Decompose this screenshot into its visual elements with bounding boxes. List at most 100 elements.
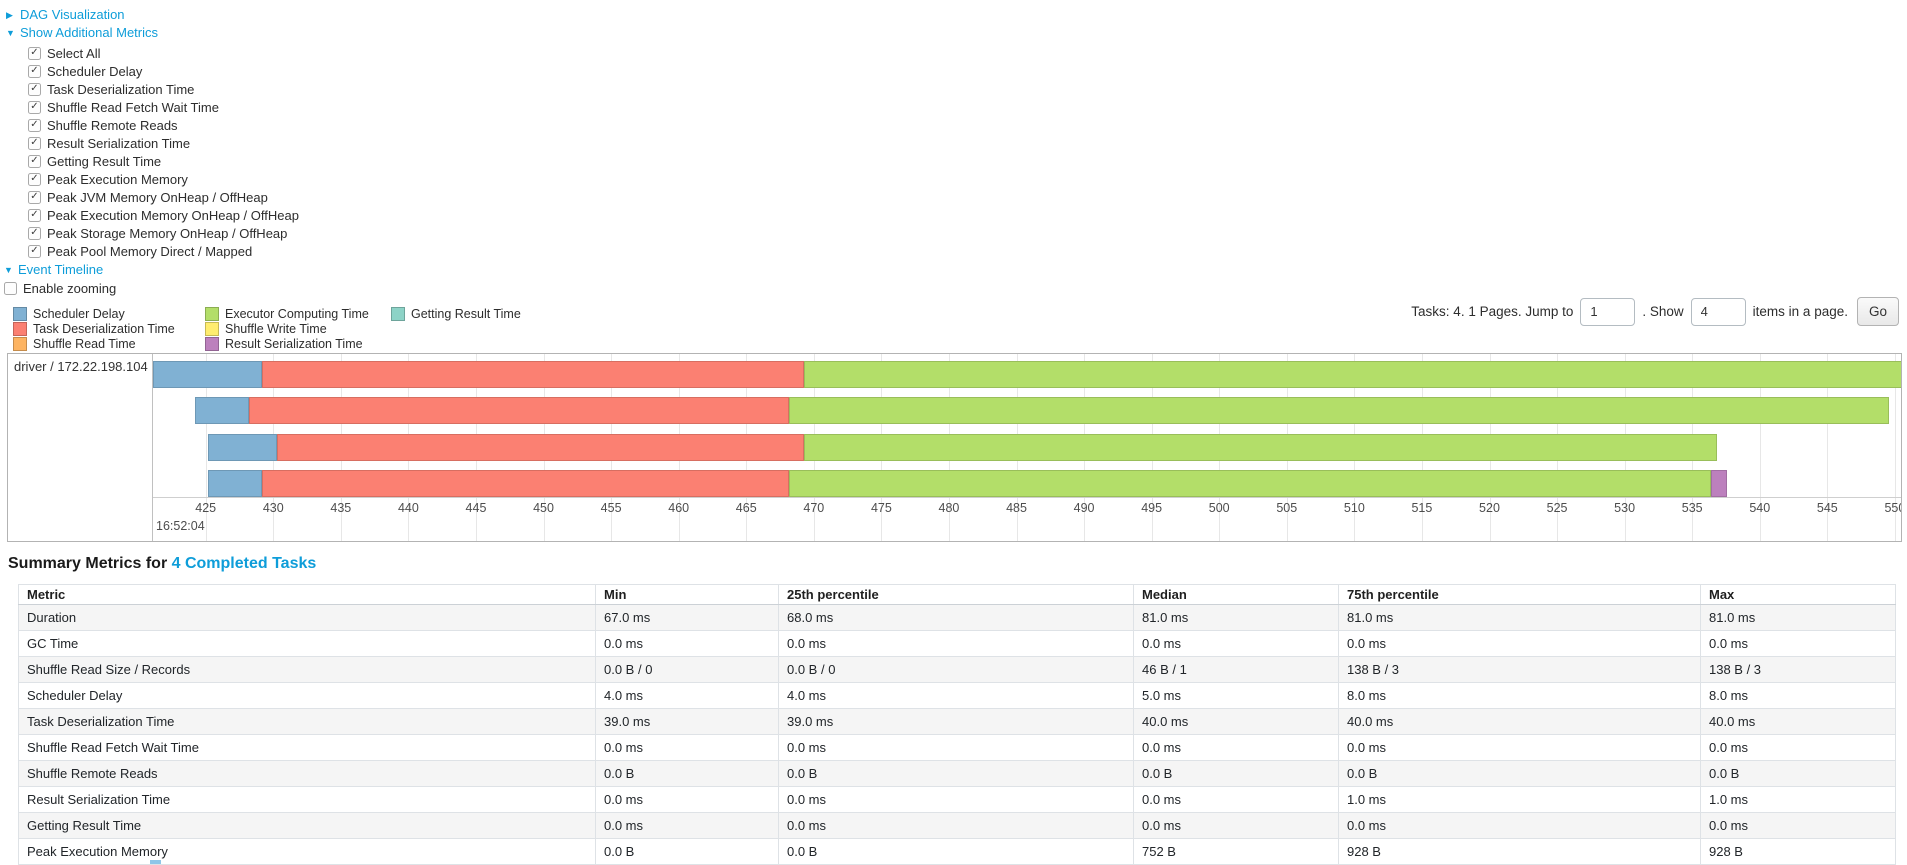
axis-tick-label: 470 [803,501,825,515]
task-deserialization-segment[interactable] [262,361,805,388]
metric-option-row[interactable]: ✓ Peak Pool Memory Direct / Mapped [28,242,1907,260]
dag-visualization-label: DAG Visualization [20,7,125,22]
axis-start-time-label: 16:52:04 [156,519,205,533]
legend-column: Executor Computing Time Shuffle Write Tim… [205,306,391,351]
show-additional-metrics-toggle[interactable]: ▼ Show Additional Metrics [6,25,1907,40]
legend-item: Result Serialization Time [205,336,391,351]
show-additional-metrics-label: Show Additional Metrics [20,25,159,40]
task-deserialization-segment[interactable] [248,397,790,425]
scheduler-delay-segment[interactable] [194,397,249,425]
timeline-group-column: driver / 172.22.198.104 [8,354,153,541]
metric-option-label: Result Serialization Time [47,135,191,151]
metric-value-cell: 0.0 B [1133,760,1339,787]
metric-checkbox[interactable]: ✓ [28,190,41,204]
axis-tick-label: 500 [1208,501,1230,515]
axis-tick-label: 495 [1141,501,1163,515]
task-deserialization-segment[interactable] [262,469,790,497]
enable-zooming-option[interactable]: Enable zooming [4,280,1907,296]
metric-name-cell: Task Deserialization Time [18,708,596,735]
metric-option-row[interactable]: ✓ Shuffle Read Fetch Wait Time [28,98,1907,116]
axis-tick-label: 480 [938,501,960,515]
metric-option-row[interactable]: ✓ Shuffle Remote Reads [28,116,1907,134]
task-bar[interactable] [153,397,1901,425]
executor-computing-segment[interactable] [789,469,1712,497]
metric-checkbox[interactable]: ✓ [28,154,41,168]
chevron-right-icon: ▶ [6,9,13,20]
metric-option-label: Peak Pool Memory Direct / Mapped [47,243,253,259]
result-serialization-segment[interactable] [1711,469,1728,497]
task-bar[interactable] [153,433,1901,461]
metric-checkbox[interactable]: ✓ [28,82,41,96]
metric-value-cell: 39.0 ms [595,708,779,735]
task-deserialization-swatch [13,321,27,336]
metric-value-cell: 1.0 ms [1700,786,1896,813]
metric-option-row[interactable]: ✓ Select All [28,44,1907,62]
metric-checkbox[interactable]: ✓ [28,64,41,78]
metric-value-cell: 5.0 ms [1133,682,1339,709]
executor-computing-segment[interactable] [789,397,1890,425]
enable-zooming-label: Enable zooming [23,280,117,296]
metric-checkbox[interactable]: ✓ [28,172,41,186]
metric-checkbox[interactable]: ✓ [28,118,41,132]
scheduler-delay-segment[interactable] [208,433,278,461]
table-header-cell: Median [1133,584,1339,605]
enable-zooming-checkbox[interactable] [4,281,17,295]
dag-visualization-toggle[interactable]: ▶ DAG Visualization [6,7,1907,22]
metric-value-cell: 0.0 ms [1133,812,1339,839]
metric-checkbox[interactable]: ✓ [28,46,41,60]
scheduler-delay-segment[interactable] [153,361,263,388]
table-row: Getting Result Time 0.0 ms 0.0 ms 0.0 ms 0.0… [18,812,1896,839]
metric-value-cell: 0.0 B [778,760,1134,787]
metric-option-row[interactable]: ✓ Getting Result Time [28,152,1907,170]
executor-computing-segment[interactable] [804,433,1717,461]
metric-name-cell: Shuffle Read Fetch Wait Time [18,734,596,761]
timeline-gridline [1759,354,1761,541]
jump-to-page-input[interactable] [1580,297,1636,326]
items-in-page-text: items in a page. [1752,304,1848,319]
metric-checkbox[interactable]: ✓ [28,208,41,222]
metric-option-row[interactable]: ✓ Peak Execution Memory [28,170,1907,188]
timeline-gridline [205,354,207,541]
metric-option-label: Getting Result Time [47,153,162,169]
metric-option-row[interactable]: ✓ Peak JVM Memory OnHeap / OffHeap [28,188,1907,206]
metric-checkbox[interactable]: ✓ [28,226,41,240]
task-bar[interactable] [153,469,1901,497]
go-button[interactable]: Go [1856,297,1899,326]
executor-computing-swatch [205,306,219,321]
metric-value-cell: 0.0 ms [778,734,1134,761]
metric-option-row[interactable]: ✓ Task Deserialization Time [28,80,1907,98]
table-header-cell: Metric [18,584,596,605]
metric-checkbox[interactable]: ✓ [28,100,41,114]
metric-checkbox[interactable]: ✓ [28,136,41,150]
task-bar[interactable] [153,361,1901,388]
metric-option-row[interactable]: ✓ Result Serialization Time [28,134,1907,152]
metric-value-cell: 0.0 ms [595,734,779,761]
metric-value-cell: 138 B / 3 [1338,656,1701,683]
result-serialization-swatch [205,336,219,351]
legend-item: Getting Result Time [391,306,521,321]
items-per-page-input[interactable] [1690,297,1746,326]
metric-option-row[interactable]: ✓ Peak Storage Memory OnHeap / OffHeap [28,224,1907,242]
metric-option-row[interactable]: ✓ Peak Execution Memory OnHeap / OffHeap [28,206,1907,224]
metric-option-label: Peak Execution Memory OnHeap / OffHeap [47,207,299,223]
metric-value-cell: 0.0 ms [595,786,779,813]
metric-value-cell: 0.0 B [595,838,779,865]
executor-computing-segment[interactable] [804,361,1901,388]
metric-checkbox[interactable]: ✓ [28,244,41,258]
task-pagination: Tasks: 4. 1 Pages. Jump to . Show items … [1411,297,1899,326]
metric-value-cell: 39.0 ms [778,708,1134,735]
metric-value-cell: 0.0 ms [1133,734,1339,761]
shuffle-write-swatch [205,321,219,336]
metric-value-cell: 0.0 B [1700,760,1896,787]
task-deserialization-segment[interactable] [277,433,805,461]
completed-tasks-link[interactable]: 4 Completed Tasks [171,555,317,572]
scheduler-delay-segment[interactable] [208,469,263,497]
metric-value-cell: 0.0 ms [1133,786,1339,813]
metric-option-row[interactable]: ✓ Scheduler Delay [28,62,1907,80]
axis-tick-label: 515 [1411,501,1433,515]
axis-tick-label: 440 [397,501,419,515]
event-timeline-toggle[interactable]: ▼ Event Timeline [4,262,1907,277]
metric-option-label: Scheduler Delay [47,63,143,79]
metric-option-label: Peak JVM Memory OnHeap / OffHeap [47,189,268,205]
metric-value-cell: 81.0 ms [1700,604,1896,631]
